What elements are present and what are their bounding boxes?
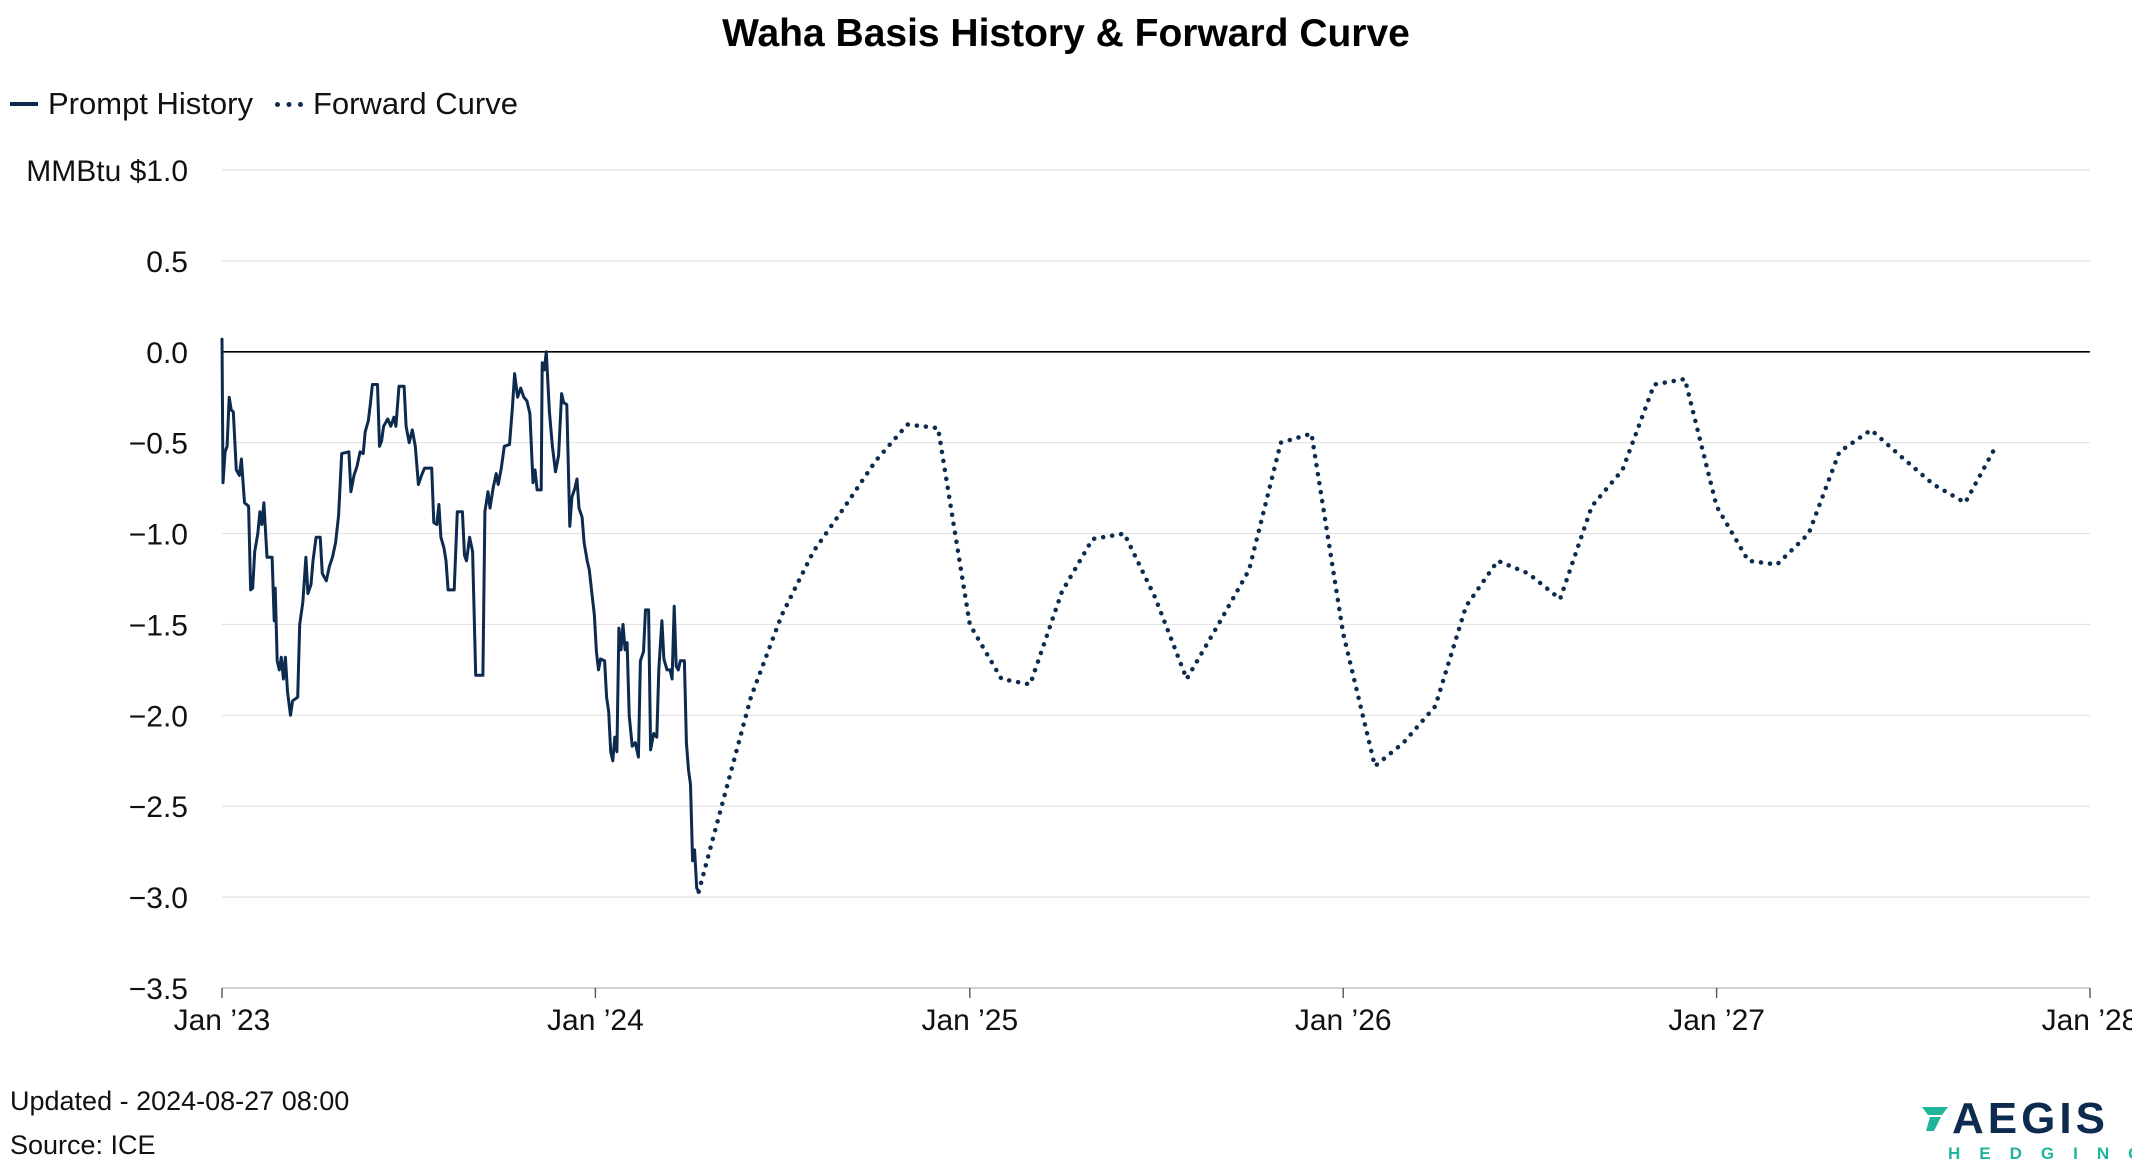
legend-label-prompt-history: Prompt History [48, 86, 253, 121]
updated-timestamp: Updated - 2024-08-27 08:00 [10, 1086, 350, 1116]
x-tick-label: Jan ’27 [1668, 1004, 1765, 1037]
y-tick-label: −1.5 [129, 609, 188, 642]
legend-label-forward-curve: Forward Curve [312, 86, 518, 121]
chart-title: Waha Basis History & Forward Curve [722, 12, 1410, 55]
y-tick-label: −1.0 [129, 519, 188, 552]
y-tick-label: −0.5 [129, 428, 188, 461]
logo-mark-icon [1922, 1107, 1948, 1131]
x-tick-label: Jan ’24 [547, 1004, 644, 1037]
y-tick-label: −2.5 [129, 791, 188, 824]
y-tick-label: 0.5 [146, 246, 188, 279]
y-tick-label: −3.0 [129, 882, 188, 915]
logo-subtitle: HEDGING [1948, 1144, 2132, 1163]
source-note: Source: ICE [10, 1130, 156, 1160]
legend: Prompt History Forward Curve [10, 86, 540, 122]
x-tick-label: Jan ’23 [174, 1004, 271, 1037]
series-line-forward-curve [696, 376, 1999, 894]
x-tick-label: Jan ’26 [1295, 1004, 1392, 1037]
x-tick-label: Jan ’25 [921, 1004, 1018, 1037]
legend-swatch-solid [10, 102, 38, 106]
logo-wordmark: AEGIS [1952, 1094, 2109, 1143]
legend-swatch-dotted [274, 101, 303, 107]
legend-item-prompt-history[interactable]: Prompt History [10, 86, 253, 122]
series-line-prompt-history [220, 337, 701, 894]
y-tick-label: 0.0 [146, 337, 188, 370]
x-tick-label: Jan ’28 [2042, 1004, 2132, 1037]
legend-item-forward-curve[interactable]: Forward Curve [274, 86, 518, 122]
y-tick-label: −3.5 [129, 973, 188, 1006]
y-tick-label: MMBtu $1.0 [26, 155, 188, 188]
aegis-hedging-logo: AEGIS HEDGING [1922, 1097, 2132, 1167]
y-tick-label: −2.0 [129, 700, 188, 733]
